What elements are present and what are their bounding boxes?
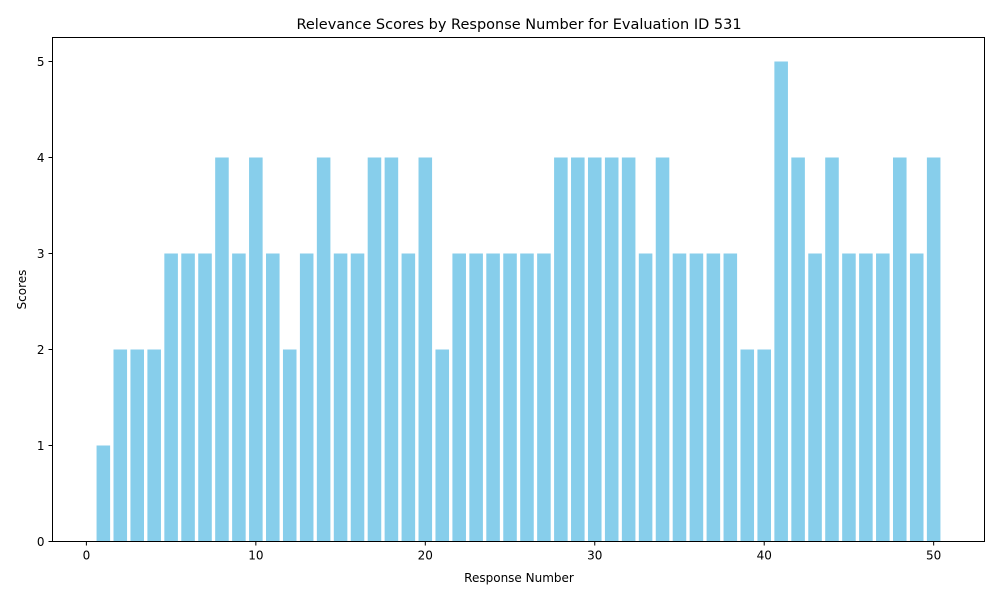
y-tick-label: 2 [37, 343, 45, 357]
bar-response-37 [706, 253, 721, 542]
y-tick-label: 1 [37, 439, 45, 453]
bar-response-26 [520, 253, 534, 542]
bar-response-7 [198, 253, 212, 542]
bar-response-9 [232, 253, 246, 542]
bar-response-11 [266, 253, 280, 542]
bar-response-28 [554, 157, 568, 542]
y-tick-label: 5 [37, 55, 45, 69]
bar-response-10 [249, 157, 263, 542]
y-axis-label: Scores [15, 270, 29, 310]
bar-response-24 [486, 253, 500, 542]
bar-response-20 [418, 157, 433, 542]
x-tick-label: 20 [418, 549, 433, 563]
bar-response-47 [876, 253, 890, 542]
bar-response-2 [113, 349, 128, 542]
bar-response-14 [316, 157, 331, 542]
bar-response-8 [215, 157, 229, 542]
chart-title: Relevance Scores by Response Number for … [296, 17, 741, 33]
bar-response-48 [892, 157, 907, 542]
bar-response-16 [350, 253, 365, 542]
bar-response-21 [435, 349, 450, 542]
bar-response-31 [604, 157, 619, 542]
bar-response-17 [367, 157, 382, 542]
plot-frame [52, 37, 985, 542]
bar-response-38 [723, 253, 738, 542]
bar-response-39 [740, 349, 755, 542]
y-axis-ticks: 0 1 2 3 4 5 [37, 55, 53, 549]
bar-response-4 [147, 349, 161, 542]
bar-response-34 [655, 157, 670, 542]
bar-response-35 [672, 253, 687, 542]
bar-response-19 [401, 253, 416, 542]
bar-response-30 [587, 157, 602, 542]
bar-response-25 [503, 253, 517, 542]
bar-response-23 [469, 253, 483, 542]
bar-response-44 [825, 157, 839, 542]
x-axis-label: Response Number [464, 571, 574, 585]
bars-group [96, 61, 941, 542]
x-tick-label: 0 [83, 549, 91, 563]
bar-response-32 [621, 157, 636, 542]
bar-response-43 [808, 253, 822, 542]
bar-response-45 [842, 253, 856, 542]
bar-response-42 [791, 157, 805, 542]
bar-response-36 [689, 253, 704, 542]
bar-response-50 [926, 157, 941, 542]
bar-response-41 [774, 61, 788, 542]
y-tick-label: 3 [37, 247, 45, 261]
bar-response-6 [181, 253, 195, 542]
bar-response-46 [859, 253, 873, 542]
y-tick-label: 4 [37, 151, 45, 165]
bar-response-18 [384, 157, 399, 542]
x-tick-label: 50 [926, 549, 941, 563]
bar-response-33 [638, 253, 653, 542]
bar-response-27 [537, 253, 551, 542]
x-tick-label: 40 [757, 549, 772, 563]
bar-response-40 [757, 349, 771, 542]
x-tick-label: 10 [248, 549, 263, 563]
bar-response-12 [282, 349, 297, 542]
bar-response-13 [299, 253, 314, 542]
bar-response-1 [96, 445, 111, 542]
bar-response-3 [130, 349, 145, 542]
bar-response-15 [333, 253, 348, 542]
x-axis-ticks: 0 10 20 30 40 50 [83, 541, 941, 563]
y-tick-label: 0 [37, 535, 45, 549]
bar-response-49 [909, 253, 924, 542]
x-tick-label: 30 [587, 549, 602, 563]
bar-response-29 [571, 157, 585, 542]
bar-response-5 [164, 253, 178, 542]
bar-response-22 [452, 253, 466, 542]
